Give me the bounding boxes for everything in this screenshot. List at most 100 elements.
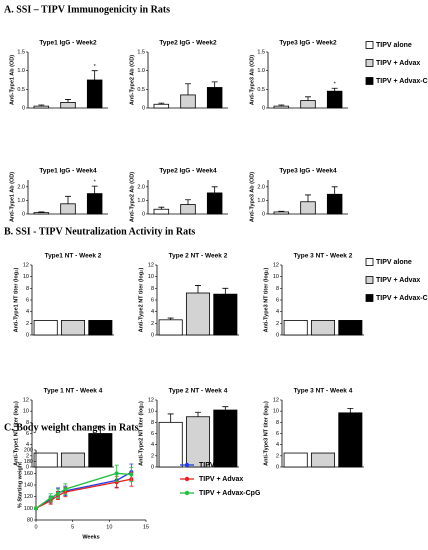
significance-mark: * <box>94 64 97 70</box>
legend-label: TIPV + Advax-CpG <box>199 490 261 497</box>
error-bar <box>65 195 71 204</box>
y-tick-label: 12 <box>273 397 279 403</box>
point <box>114 471 119 476</box>
error-bar <box>167 413 174 423</box>
bar <box>33 452 58 468</box>
y-tick-label: 4 <box>26 442 29 448</box>
legend-marker <box>184 462 190 468</box>
legend-swatch <box>365 59 374 67</box>
y-tick-label: 0 <box>22 211 25 217</box>
bar <box>153 208 170 215</box>
legend-label: TIPV alone <box>199 462 235 469</box>
error-bar <box>185 83 191 95</box>
bar <box>180 94 196 109</box>
bar <box>86 79 103 109</box>
y-tick-label: 0.5 <box>257 87 265 93</box>
chart-title: Type3 IgG - Week2 <box>279 40 337 47</box>
error-bar <box>211 81 218 88</box>
point <box>56 491 60 496</box>
error-bar <box>222 406 229 411</box>
y-tick-label: 1.5 <box>257 49 265 55</box>
error-bar <box>278 210 285 212</box>
y-tick-label: 6 <box>26 297 29 303</box>
error-bar <box>158 206 165 210</box>
error-bar <box>278 104 285 107</box>
series-line <box>35 478 132 509</box>
bar <box>338 412 363 468</box>
y-tick-label: 12 <box>23 262 29 268</box>
error-bar <box>305 194 311 202</box>
chart-title: Type2 IgG - Week2 <box>159 40 217 47</box>
legend-label: TIPV + Advax <box>376 60 420 67</box>
bar <box>158 319 183 336</box>
y-tick-label: 8 <box>151 420 154 426</box>
bar <box>213 409 238 468</box>
chart-title: Type 1 NT - Week 4 <box>44 388 103 395</box>
bar <box>310 452 336 468</box>
y-axis-label: Anti-Type2 NT titer (log₂) <box>138 401 144 466</box>
y-axis-label: Anti-Type1 Ab (OD) <box>9 55 15 105</box>
error-bar <box>211 186 218 193</box>
section-title: C. Body weight changes in Rats <box>4 422 139 433</box>
error-bar <box>305 96 311 101</box>
y-axis-label: Anti-Type3 Ab (OD) <box>249 55 255 105</box>
y-axis-label: Anti-Type3 NT titer (log₂) <box>263 401 269 466</box>
bar <box>33 105 50 109</box>
y-tick-label: 6 <box>151 431 154 437</box>
significance-mark: * <box>94 180 97 186</box>
y-tick-label: 0.5 <box>17 87 25 93</box>
y-tick-label: 2 <box>151 321 154 327</box>
y-tick-label: 0 <box>276 464 279 470</box>
y-tick-label: 6 <box>151 297 154 303</box>
y-tick-label: 4 <box>26 309 29 315</box>
bar <box>213 293 238 336</box>
y-tick-label: 2 <box>26 453 29 459</box>
error-bar <box>38 104 45 107</box>
y-tick-label: 8 <box>151 286 154 292</box>
y-tick-label: 4 <box>151 309 154 315</box>
section-title: B. SSI - TIPV Neutralization Activity in… <box>4 226 195 237</box>
bar <box>273 105 290 109</box>
y-axis-label: Anti-Type3 NT titer (log₂) <box>263 267 269 332</box>
y-tick-label: 6 <box>26 431 29 437</box>
y-tick-label: 2 <box>26 321 29 327</box>
error-bar <box>65 99 71 103</box>
error-bar <box>91 185 98 194</box>
point <box>34 506 38 511</box>
bar <box>33 320 58 336</box>
y-tick-label: 4 <box>151 442 154 448</box>
y-axis-label: Anti-Type2 Ab (OD) <box>129 172 135 222</box>
point <box>48 495 53 500</box>
y-tick-label: 2.0 <box>17 184 25 190</box>
y-axis-label: Anti-Type1 Ab (OD) <box>9 172 15 222</box>
legend-marker <box>184 476 190 482</box>
y-tick-label: 0 <box>262 105 265 111</box>
y-tick-label: 10 <box>273 409 279 415</box>
significance-mark: * <box>334 82 337 88</box>
x-axis-label: Weeks <box>82 534 99 540</box>
y-tick-label: 8 <box>26 420 29 426</box>
y-axis-label: Anti-Type1 NT titer (log₂) <box>13 401 19 466</box>
y-tick-label: 10 <box>23 274 29 280</box>
y-tick-label: 120 <box>24 494 33 500</box>
legend-label: TIPV + Advax-CpG <box>376 78 428 85</box>
y-tick-label: 140 <box>24 482 33 488</box>
y-tick-label: 100 <box>24 506 33 512</box>
bar <box>283 320 308 336</box>
y-tick-label: 0 <box>142 211 145 217</box>
bar <box>300 100 316 109</box>
chart-title: Type 3 NT - Week 2 <box>294 253 353 260</box>
point <box>63 487 68 492</box>
y-tick-label: 8 <box>276 286 279 292</box>
y-tick-label: 6 <box>276 431 279 437</box>
bar <box>88 320 113 336</box>
bar <box>310 320 336 336</box>
y-tick-label: 1.5 <box>137 49 145 55</box>
y-tick-label: 0 <box>26 332 29 338</box>
x-tick-label: 0 <box>34 524 37 530</box>
x-tick-label: 10 <box>106 524 112 530</box>
y-tick-label: 12 <box>23 397 29 403</box>
y-axis-label: Anti-Type1 NT titer (log₂) <box>13 267 19 332</box>
legend-swatch <box>365 294 374 302</box>
